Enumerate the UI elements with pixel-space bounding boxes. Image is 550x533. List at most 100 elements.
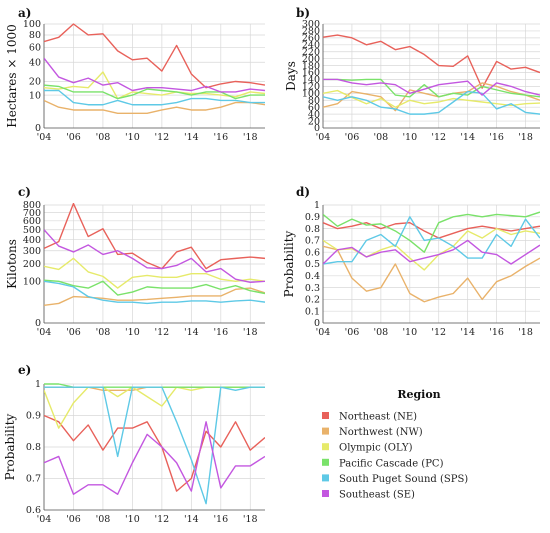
x-tick-label: '16 (213, 327, 228, 338)
series-group (323, 34, 540, 115)
series-line-ne (44, 414, 265, 492)
series-line-nw (44, 287, 265, 306)
series-line-se (44, 421, 265, 495)
y-tick-label: 280 (302, 26, 320, 37)
y-axis-label: Probability (3, 413, 17, 480)
legend-label-nw: Northwest (NW) (339, 427, 423, 438)
panel-b: b) 02040608010012014016018020022024026028… (284, 6, 540, 143)
series-line-pc (323, 211, 540, 253)
x-tick-label: '08 (374, 327, 389, 338)
x-tick-label: '08 (96, 132, 111, 143)
series-line-pc (44, 84, 265, 100)
y-tick-label: 100 (23, 276, 41, 287)
series-line-nw (323, 245, 540, 303)
y-tick-label: 10 (29, 90, 41, 101)
y-tick-label: 260 (302, 33, 320, 44)
y-tick-label: 100 (23, 19, 41, 30)
y-tick-label: 1 (35, 379, 41, 390)
series-line-oly (323, 89, 540, 108)
series-line-sps (44, 89, 265, 106)
legend-label-ne: Northeast (NE) (339, 412, 417, 423)
y-tick-label: 0.6 (26, 505, 41, 516)
series-line-oly (44, 386, 265, 429)
x-tick-label: '10 (125, 327, 140, 338)
series-line-se (323, 78, 540, 96)
y-tick-label: 0.4 (305, 271, 320, 282)
y-tick-label: 0.9 (305, 212, 320, 223)
series-group (323, 211, 540, 303)
x-tick-label: '06 (66, 327, 81, 338)
series-group (44, 383, 265, 505)
y-tick-label: 0 (314, 123, 320, 134)
legend-swatch-se (322, 490, 329, 497)
legend-label-pc: Pacific Cascade (PC) (339, 458, 444, 469)
y-tick-label: 0.8 (305, 224, 320, 235)
x-tick-label: '16 (489, 327, 504, 338)
y-tick-label: 500 (23, 225, 41, 236)
x-tick-label: '14 (460, 132, 475, 143)
y-tick-label: 200 (23, 259, 41, 270)
legend-label-oly: Olympic (OLY) (339, 443, 413, 454)
y-tick-label: 180 (302, 61, 320, 72)
y-tick-label: 200 (302, 54, 320, 65)
y-axis-label: Probability (282, 230, 296, 297)
y-tick-label: 240 (302, 40, 320, 51)
y-tick-label: 0.1 (305, 306, 320, 317)
x-tick-label: '16 (489, 132, 504, 143)
x-tick-label: '14 (184, 514, 199, 525)
x-tick-label: '10 (402, 327, 417, 338)
x-tick-label: '16 (213, 132, 228, 143)
series-line-ne (44, 203, 265, 270)
panel-label: d) (296, 185, 310, 199)
series-line-se (44, 229, 265, 284)
y-tick-label: 140 (302, 75, 320, 86)
x-tick-label: '04 (316, 327, 331, 338)
x-tick-label: '08 (96, 514, 111, 525)
x-tick-label: '10 (125, 514, 140, 525)
x-tick-label: '10 (402, 132, 417, 143)
x-tick-label: '06 (345, 132, 360, 143)
x-tick-label: '14 (184, 327, 199, 338)
y-tick-label: 300 (302, 19, 320, 30)
y-tick-label: 0.6 (305, 247, 320, 258)
y-tick-label: 0.3 (305, 283, 320, 294)
y-tick-label: 220 (302, 47, 320, 58)
y-tick-label: 0 (35, 318, 41, 329)
y-tick-label: 40 (308, 109, 320, 120)
panel-e: e) 0.6 0.7 0.8 0.9 1 '04 '06 '08 '10 '12 '14 '16 '18 P… (3, 363, 265, 525)
series-line-se (323, 239, 540, 265)
x-tick-label: '18 (243, 327, 258, 338)
x-tick-label: '08 (374, 132, 389, 143)
y-tick-label: 0.7 (305, 236, 320, 247)
series-line-ne (323, 221, 540, 239)
y-axis-label: Kilotons (5, 239, 19, 289)
y-tick-label: 600 (23, 216, 41, 227)
series-line-pc (323, 78, 540, 98)
legend-swatch-pc (322, 458, 329, 466)
x-tick-label: '06 (345, 327, 360, 338)
y-tick-label: 0 (35, 123, 41, 134)
y-tick-label: 20 (29, 77, 41, 88)
series-line-ne (323, 34, 540, 89)
series-line-sps (44, 386, 265, 505)
y-tick-label: 400 (23, 235, 41, 246)
x-tick-label: '04 (37, 132, 52, 143)
x-tick-label: '18 (243, 132, 258, 143)
y-tick-label: 120 (302, 82, 320, 93)
y-tick-label: 700 (23, 208, 41, 219)
y-tick-label: 0.9 (26, 411, 41, 422)
series-line-oly (44, 257, 265, 289)
panel-label: a) (18, 6, 31, 20)
y-tick-label: 0 (314, 318, 320, 329)
x-tick-label: '04 (37, 327, 52, 338)
x-tick-label: '12 (155, 327, 170, 338)
y-tick-label: 800 (23, 200, 41, 211)
series-line-oly (44, 71, 265, 100)
x-tick-label: '06 (66, 514, 81, 525)
x-tick-label: '08 (96, 327, 111, 338)
x-tick-label: '18 (243, 514, 258, 525)
series-line-sps (323, 90, 540, 115)
x-tick-label: '16 (213, 514, 228, 525)
legend: Region Northeast (NE) Northwest (NW) Olympi… (322, 388, 468, 501)
